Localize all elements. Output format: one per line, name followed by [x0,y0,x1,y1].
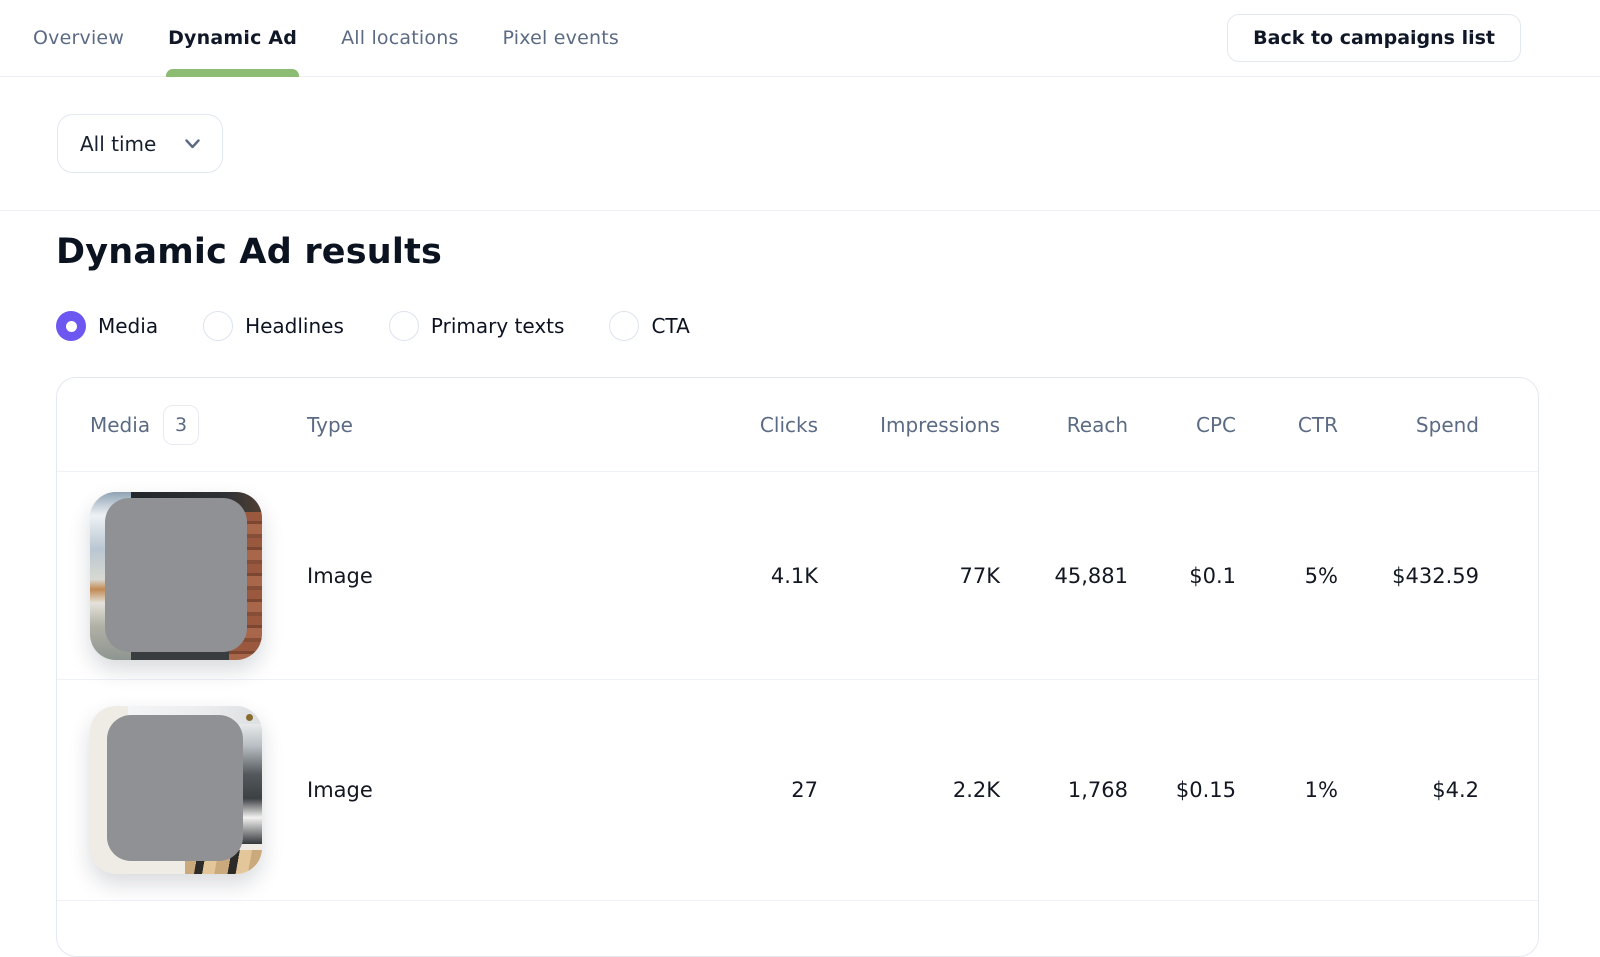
column-header-spend: Spend [1415,412,1479,437]
tab-bar: Overview Dynamic Ad All locations Pixel … [33,0,619,77]
media-count-badge: 3 [163,404,200,445]
column-header-clicks: Clicks [759,412,818,437]
column-header-type: Type [307,412,353,437]
column-header-cpc: CPC [1196,412,1236,437]
filter-row: All time [0,77,1600,211]
table-row: Image 4.1K 77K 45,881 $0.1 5% $432.59 [57,472,1538,680]
radio-option-media-label: Media [98,314,159,338]
column-header-ctr: CTR [1297,412,1338,437]
tab-overview-label: Overview [33,27,125,49]
column-header-reach: Reach [1066,412,1128,437]
time-range-selected-value: All time [80,131,157,156]
media-cell [90,706,307,874]
ad-media-thumbnail[interactable] [90,491,262,660]
tab-dynamic-ad[interactable]: Dynamic Ad [166,0,300,77]
column-header-media: Media 3 [90,404,307,445]
ctr-cell: 5% [1304,563,1338,588]
thumbnail-redaction-overlay [107,715,243,861]
clicks-cell: 27 [791,778,818,802]
radio-option-media[interactable]: Media [56,311,158,341]
table-row-partial [57,901,1538,956]
radio-option-cta[interactable]: CTA [609,311,690,341]
main-content: Dynamic Ad results Media Headlines Prima… [0,231,1600,957]
type-cell: Image [307,563,373,588]
back-to-campaigns-button[interactable]: Back to campaigns list [1227,14,1521,62]
radio-unselected-icon [388,311,419,341]
radio-option-cta-label: CTA [651,314,690,338]
tab-pixel-events-label: Pixel events [502,27,619,49]
top-navigation-bar: Overview Dynamic Ad All locations Pixel … [0,0,1600,77]
column-header-media-label: Media [90,412,151,437]
ad-media-thumbnail[interactable] [90,706,262,874]
radio-option-headlines[interactable]: Headlines [203,311,344,341]
table-header-row: Media 3 Type Clicks Impressions Reach CP… [57,378,1538,472]
results-table-card: Media 3 Type Clicks Impressions Reach CP… [56,377,1539,957]
cpc-cell: $0.15 [1175,778,1236,802]
media-cell [90,491,307,660]
tab-overview[interactable]: Overview [33,0,124,76]
spend-cell: $4.2 [1432,778,1479,802]
column-header-impressions: Impressions [880,412,1000,437]
ctr-cell: 1% [1304,778,1338,802]
time-range-dropdown[interactable]: All time [57,114,223,173]
tab-dynamic-ad-label: Dynamic Ad [168,27,298,49]
radio-unselected-icon [203,311,234,341]
reach-cell: 1,768 [1067,778,1128,802]
tab-all-locations[interactable]: All locations [341,0,458,76]
tab-all-locations-label: All locations [341,27,459,49]
thumbnail-redaction-overlay [105,497,247,652]
table-row: Image 27 2.2K 1,768 $0.15 1% $4.2 [57,680,1538,901]
impressions-cell: 2.2K [952,778,1000,802]
radio-option-headlines-label: Headlines [245,314,344,338]
page-title: Dynamic Ad results [56,232,443,272]
clicks-cell: 4.1K [770,563,818,588]
type-cell: Image [307,778,373,802]
active-tab-indicator [166,69,300,77]
result-type-radio-group: Media Headlines Primary texts CTA [56,311,1543,341]
radio-option-primary-texts-label: Primary texts [430,314,565,338]
cpc-cell: $0.1 [1189,563,1236,588]
reach-cell: 45,881 [1054,563,1128,588]
impressions-cell: 77K [959,563,1001,588]
spend-cell: $432.59 [1392,563,1479,588]
radio-selected-icon [56,311,86,341]
radio-unselected-icon [609,311,640,341]
tab-pixel-events[interactable]: Pixel events [503,0,619,76]
radio-option-primary-texts[interactable]: Primary texts [388,311,565,341]
chevron-down-icon [185,138,200,148]
